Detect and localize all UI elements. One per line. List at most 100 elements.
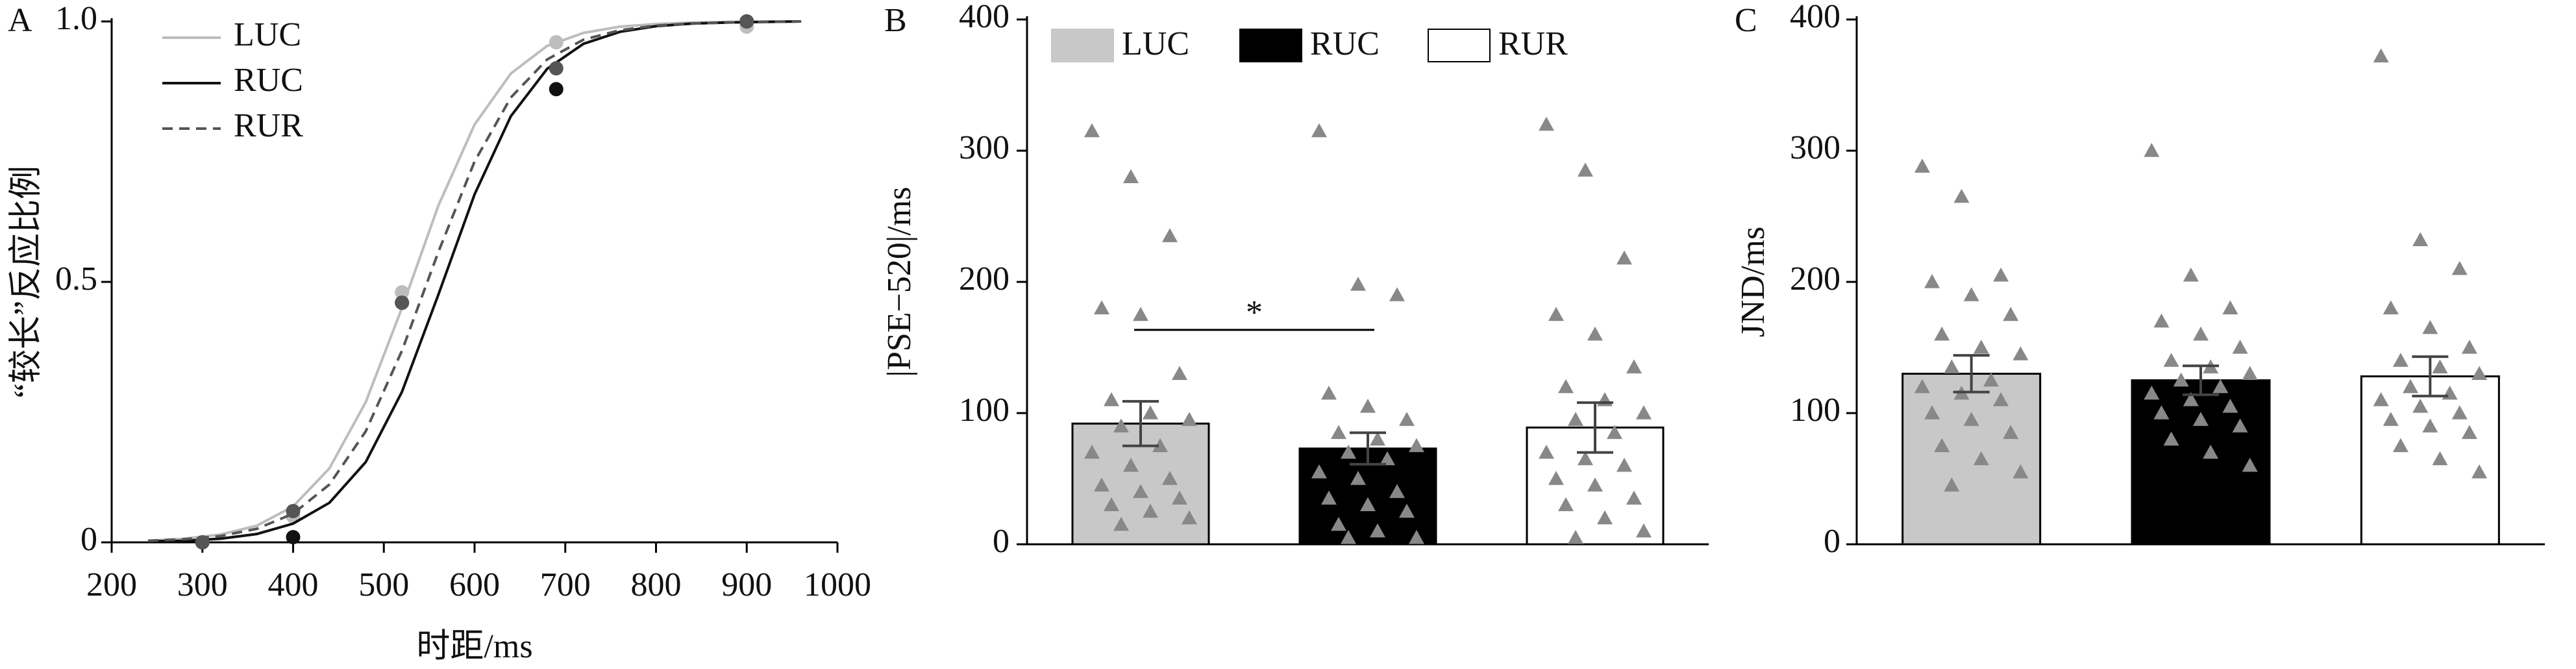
individual-point (1578, 162, 1593, 177)
legend-label: RUC (234, 62, 303, 99)
bar (2131, 379, 2271, 546)
individual-point (2012, 464, 2029, 479)
individual-point (1350, 277, 1366, 291)
data-point (549, 82, 564, 97)
individual-point (1587, 477, 1603, 492)
individual-point (1558, 497, 1574, 511)
individual-point (1370, 431, 1385, 446)
legend-label: RUR (1498, 25, 1568, 62)
individual-point (1380, 451, 1395, 466)
individual-point (2193, 412, 2209, 426)
individual-point (2412, 398, 2429, 413)
individual-point (1636, 405, 1652, 420)
legend-label: RUR (234, 107, 303, 144)
individual-point (2403, 379, 2419, 394)
individual-point (2422, 418, 2438, 433)
y-tick-label: 1.0 (55, 0, 97, 37)
panel-label: C (1735, 2, 1757, 39)
individual-point (1133, 307, 1148, 322)
individual-point (1360, 497, 1376, 511)
individual-point (1172, 490, 1187, 505)
individual-point (1321, 385, 1337, 400)
individual-point (1597, 510, 1613, 525)
significance-marker: * (1246, 294, 1263, 331)
individual-point (1350, 471, 1366, 485)
individual-point (1133, 484, 1148, 498)
individual-point (1963, 412, 1979, 426)
individual-point (2153, 405, 2170, 420)
data-point (395, 285, 410, 300)
individual-point (1321, 490, 1337, 505)
panel-label: A (8, 2, 32, 39)
individual-point (1973, 340, 1989, 354)
y-tick-label: 400 (959, 0, 1009, 35)
individual-point (2242, 366, 2258, 380)
individual-point (2383, 412, 2399, 426)
individual-point (1914, 158, 1930, 173)
individual-point (1568, 529, 1583, 544)
x-tick-label: 800 (631, 566, 682, 603)
x-tick-label: 900 (721, 566, 772, 603)
x-tick-label: 600 (449, 566, 500, 603)
individual-point (2432, 359, 2448, 373)
individual-point (1182, 510, 1197, 525)
individual-point (1934, 438, 1950, 453)
individual-point (1924, 405, 1940, 420)
y-axis-label: |PSE−520|/ms (881, 187, 918, 377)
individual-point (2144, 385, 2160, 400)
individual-point (2451, 405, 2468, 420)
individual-point (1084, 444, 1100, 459)
legend-swatch (1428, 29, 1491, 62)
individual-point (1914, 379, 1930, 394)
individual-point (1597, 392, 1613, 407)
individual-point (1104, 497, 1119, 511)
fit-curve (147, 20, 802, 542)
individual-point (1341, 444, 1356, 459)
individual-point (1548, 471, 1564, 485)
x-tick-label: 1000 (804, 566, 871, 603)
individual-point (2183, 267, 2199, 282)
individual-point (1924, 274, 1940, 288)
legend-swatch (1239, 29, 1302, 62)
individual-point (2461, 425, 2477, 439)
individual-point (2471, 464, 2488, 479)
individual-point (2003, 425, 2019, 439)
individual-point (2003, 307, 2019, 322)
x-tick-label: 300 (177, 566, 228, 603)
x-tick-label: 400 (268, 566, 319, 603)
data-point (286, 529, 301, 544)
individual-point (1568, 412, 1583, 426)
individual-point (2451, 260, 2468, 275)
individual-point (1094, 300, 1109, 314)
individual-point (1360, 398, 1376, 413)
individual-point (1162, 471, 1178, 485)
individual-point (1123, 169, 1139, 183)
individual-point (1123, 457, 1139, 472)
individual-point (1973, 451, 1989, 466)
individual-point (1616, 457, 1632, 472)
individual-point (2163, 353, 2179, 367)
individual-point (1607, 425, 1622, 439)
legend-label: LUC (1122, 25, 1189, 62)
individual-point (2163, 431, 2179, 446)
y-tick-label: 200 (1790, 260, 1840, 297)
fit-curve (147, 20, 802, 542)
individual-point (1578, 451, 1593, 466)
individual-point (2412, 232, 2429, 246)
x-tick-label: 700 (540, 566, 591, 603)
individual-point (2432, 451, 2448, 466)
individual-point (2222, 398, 2238, 413)
individual-point (2392, 353, 2409, 367)
panel-label: B (884, 2, 907, 39)
individual-point (1311, 123, 1327, 138)
individual-point (1162, 228, 1178, 242)
individual-point (1331, 516, 1346, 531)
individual-point (1094, 477, 1109, 492)
individual-point (2373, 48, 2389, 63)
individual-point (1616, 250, 1632, 265)
individual-point (1626, 359, 1642, 373)
individual-point (1331, 425, 1346, 439)
individual-point (1963, 287, 1979, 301)
individual-point (1558, 379, 1574, 394)
